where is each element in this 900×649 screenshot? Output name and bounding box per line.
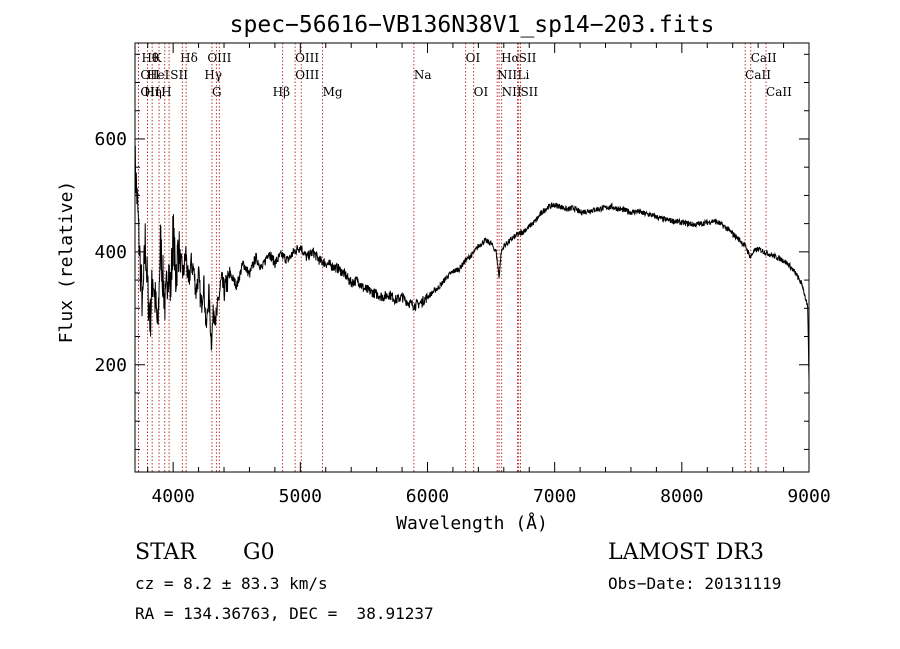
line-marker-label-25: NII	[502, 85, 522, 99]
line-marker-label-17: CaII	[745, 68, 771, 82]
y-tick-label-0: 200	[94, 355, 127, 376]
axes	[134, 42, 810, 473]
line-marker-label-1: K	[153, 51, 163, 65]
line-marker-label-3: OIII	[207, 51, 231, 65]
x-tick-label-2: 6000	[406, 486, 449, 507]
axis-ticks: 4000 5000 6000 7000 8000 9000 200 400 600	[94, 43, 831, 507]
line-marker-label-13: OIII	[295, 68, 319, 82]
x-tick-label-1: 5000	[279, 486, 322, 507]
line-marker-label-12: Hγ	[204, 68, 222, 82]
x-tick-label-0: 4000	[151, 486, 194, 507]
line-marker-label-18: OII	[140, 85, 160, 99]
line-marker-label-10: HeI	[147, 68, 170, 82]
line-marker-label-16: Li	[518, 68, 530, 82]
line-marker-label-22: Hβ	[273, 85, 290, 99]
line-marker-label-11: SII	[170, 68, 188, 82]
x-tick-label-3: 7000	[533, 486, 576, 507]
y-tick-label-1: 400	[94, 242, 127, 263]
x-axis-label: Wavelength (Å)	[396, 512, 548, 534]
line-marker-label-9: OII	[140, 68, 160, 82]
line-marker-label-4: OIII	[295, 51, 319, 65]
line-marker-label-14: Na	[414, 68, 432, 82]
sky-coordinates: RA = 134.36763, DEC = 38.91237	[135, 604, 434, 623]
redshift-value: cz = 8.2 ± 83.3 km/s	[135, 574, 328, 593]
line-marker-label-6: Hα	[501, 51, 520, 65]
line-marker-label-15: NII	[497, 68, 517, 82]
line-marker-label-2: Hδ	[180, 51, 198, 65]
survey-name: LAMOST DR3	[608, 540, 764, 565]
line-marker-label-24: OI	[474, 85, 489, 99]
spectrum-series-line	[134, 145, 810, 380]
line-marker-label-27: CaII	[766, 85, 792, 99]
observation-date: Obs−Date: 20131119	[608, 574, 782, 593]
plot-frame	[134, 42, 810, 473]
y-axis-label: Flux (relative)	[56, 181, 77, 344]
line-marker-label-7: SII	[519, 51, 537, 65]
line-marker-label-21: G	[212, 85, 222, 99]
line-marker-label-20: H	[161, 85, 171, 99]
x-tick-label-5: 9000	[787, 486, 830, 507]
chart-title: spec−56616−VB136N38V1_sp14−203.fits	[230, 12, 715, 38]
line-marker-label-19: Hη	[144, 85, 162, 99]
object-subclass: G0	[243, 540, 275, 565]
line-marker-label-23: Mg	[323, 85, 343, 99]
y-tick-label-2: 600	[94, 129, 127, 150]
line-marker-label-5: OI	[466, 51, 481, 65]
x-tick-label-4: 8000	[660, 486, 703, 507]
line-marker-label-26: SII	[520, 85, 538, 99]
object-type: STAR	[135, 540, 196, 565]
line-marker-label-0: Hθ	[141, 51, 159, 65]
line-marker-label-8: CaII	[751, 51, 777, 65]
